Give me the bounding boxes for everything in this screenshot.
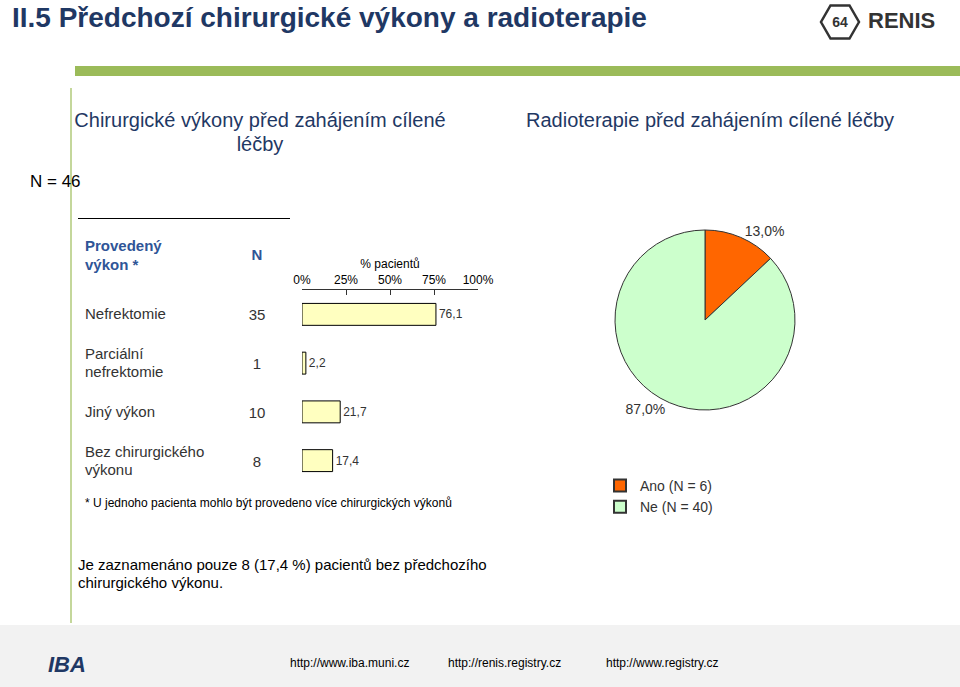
html-text:Nefrektomie: Nefrektomie [85,305,166,323]
svg-text:% pacientů: % pacientů [360,257,419,271]
svg-text:64: 64 [832,14,848,30]
html-text:1: 1 [252,354,262,372]
svg-text:Ne (N = 40): Ne (N = 40) [640,499,713,515]
html-text:Radioterapie před zahájením cí: Radioterapie před zahájením cílené léčby [526,109,894,131]
svg-text:17,4: 17,4 [336,454,360,468]
svg-text:100%: 100% [463,273,494,287]
html-text:Provedený výkon *: Provedený výkon * [85,237,162,273]
html-text:8: 8 [252,452,262,470]
html-text:Je zaznamenáno pouze 8 (17,4 %: Je zaznamenáno pouze 8 (17,4 %) pacientů… [78,556,487,591]
svg-text:87,0%: 87,0% [626,401,666,417]
html-text:http://www.registry.cz: http://www.registry.cz [606,656,719,670]
html-text:N = 46: N = 46 [30,172,81,191]
html-text:Chirurgické výkony před zaháje: Chirurgické výkony před zahájením cílené… [74,109,446,155]
svg-text:50%: 50% [378,273,402,287]
svg-text:Ano (N = 6): Ano (N = 6) [640,478,712,494]
svg-text:0%: 0% [293,273,311,287]
html-text:35: 35 [248,305,266,323]
html-text:IBA: IBA [48,652,86,677]
svg-text:2,2: 2,2 [309,356,326,370]
html-text:http://renis.registry.cz: http://renis.registry.cz [448,656,562,670]
html-text:10: 10 [248,403,266,421]
html-text:RENIS: RENIS [868,8,936,33]
svg-text:13,0%: 13,0% [745,223,785,239]
html-text:http://www.iba.muni.cz: http://www.iba.muni.cz [290,656,410,670]
html-text:Jiný výkon: Jiný výkon [85,402,155,420]
html-text:II.5 Předchozí chirurgické výk: II.5 Předchozí chirurgické výkony a radi… [12,2,647,33]
html-text:N: N [251,246,263,263]
svg-text:25%: 25% [334,273,358,287]
html-text:Bez chirurgického výkonu: Bez chirurgického výkonu [85,442,205,478]
html-text:Parciální nefrektomie: Parciální nefrektomie [85,345,164,381]
html-text:* U jednoho pacienta mohlo být: * U jednoho pacienta mohlo být provedeno… [85,496,452,510]
svg-text:75%: 75% [422,273,446,287]
svg-text:21,7: 21,7 [343,405,367,419]
svg-text:76,1: 76,1 [439,307,463,321]
